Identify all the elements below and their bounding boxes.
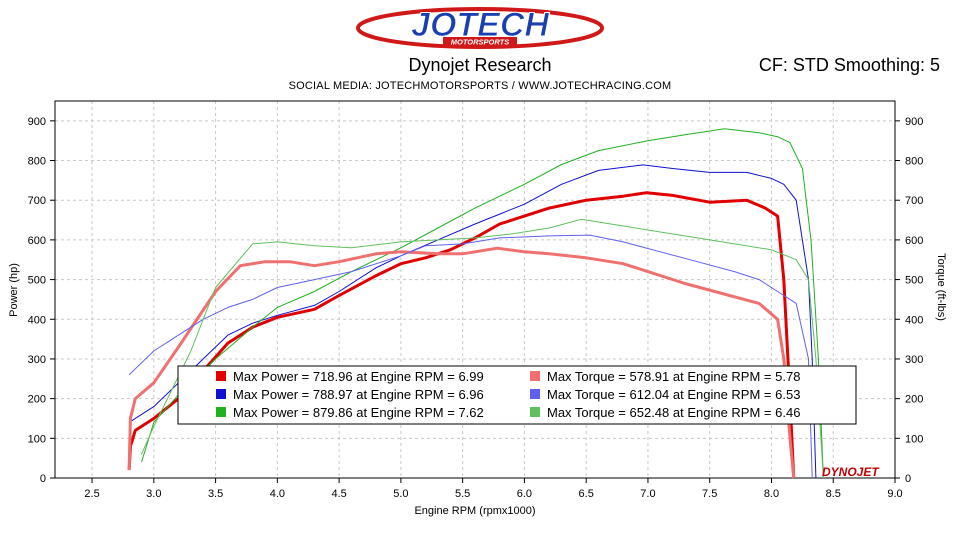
- series-line-torque-2: [128, 234, 813, 479]
- y-axis-left-ticks: 0 100 200 300 400 500 600 700 800 900: [28, 116, 55, 485]
- x-tick-label: 8.0: [764, 488, 779, 500]
- y-right-tick-label: 800: [905, 156, 923, 168]
- x-tick-label: 9.0: [887, 488, 902, 500]
- legend-entry: Max Power = 788.97 at Engine RPM = 6.96: [233, 387, 484, 402]
- y-right-tick-label: 600: [905, 235, 923, 247]
- y-axis-right-ticks: 0 100 200 300 400 500 600 700 800 900: [895, 116, 923, 485]
- y-left-tick-label: 600: [28, 235, 46, 247]
- y-left-tick-label: 400: [28, 314, 46, 326]
- x-tick-label: 2.5: [84, 488, 99, 500]
- dynojet-watermark: DYNOJET: [822, 465, 880, 479]
- social-media-line: SOCIAL MEDIA: JOTECHMOTORSPORTS / WWW.JO…: [288, 80, 672, 92]
- y-left-tick-label: 300: [28, 354, 46, 366]
- x-tick-label: 6.0: [517, 488, 532, 500]
- x-axis-label: Engine RPM (rpmx1000): [414, 505, 535, 517]
- x-tick-label: 4.0: [270, 488, 285, 500]
- x-tick-label: 7.5: [702, 488, 717, 500]
- legend-entry: Max Power = 879.86 at Engine RPM = 7.62: [233, 405, 484, 420]
- logo-subtext: MOTORSPORTS: [451, 38, 509, 47]
- legend-swatch: [216, 371, 226, 381]
- legend-swatch: [216, 407, 226, 417]
- y-axis-right-label: Torque (ft-lbs): [935, 253, 947, 321]
- legend-swatch: [530, 407, 540, 417]
- y-left-tick-label: 200: [28, 394, 46, 406]
- y-right-tick-label: 200: [905, 394, 923, 406]
- legend-entry: Max Torque = 578.91 at Engine RPM = 5.78: [547, 369, 800, 384]
- series-line-power-2: [128, 164, 817, 479]
- series-line-power-1: [127, 191, 796, 479]
- x-tick-label: 4.5: [331, 488, 346, 500]
- legend-box: [177, 365, 857, 425]
- series-line-power-3: [141, 128, 824, 479]
- legend-entry: Max Torque = 612.04 at Engine RPM = 6.53: [547, 387, 800, 402]
- legend: Max Power = 718.96 at Engine RPM = 6.99 M…: [177, 365, 857, 425]
- legend-entry: Max Torque = 652.48 at Engine RPM = 6.46: [547, 405, 800, 420]
- legend-entry: Max Power = 718.96 at Engine RPM = 6.99: [233, 369, 484, 384]
- y-right-tick-label: 400: [905, 314, 923, 326]
- x-tick-label: 3.0: [146, 488, 161, 500]
- y-left-tick-label: 0: [40, 473, 46, 485]
- y-right-tick-label: 900: [905, 116, 923, 128]
- correction-factor-label: CF: STD Smoothing: 5: [758, 55, 940, 75]
- x-tick-label: 6.5: [579, 488, 594, 500]
- legend-swatch: [216, 389, 226, 399]
- y-right-tick-label: 0: [905, 473, 911, 485]
- x-tick-label: 3.5: [208, 488, 223, 500]
- page-title: Dynojet Research: [408, 55, 552, 75]
- plot-area-border: [54, 100, 896, 479]
- y-left-tick-label: 100: [28, 433, 46, 445]
- series-line-torque-1: [127, 246, 796, 479]
- x-tick-label: 8.5: [826, 488, 841, 500]
- chart-series: [127, 128, 824, 479]
- x-tick-label: 5.5: [455, 488, 470, 500]
- y-right-tick-label: 100: [905, 433, 923, 445]
- y-left-tick-label: 800: [28, 156, 46, 168]
- y-left-tick-label: 500: [28, 275, 46, 287]
- series-line-torque-3: [141, 218, 824, 479]
- x-tick-label: 5.0: [393, 488, 408, 500]
- y-right-tick-label: 500: [905, 275, 923, 287]
- y-left-tick-label: 700: [28, 195, 46, 207]
- y-right-tick-label: 700: [905, 195, 923, 207]
- y-right-tick-label: 300: [905, 354, 923, 366]
- jotech-logo: JOTECH MOTORSPORTS: [356, 6, 604, 49]
- x-axis-ticks: 2.5 3.0 3.5 4.0 4.5 5.0 5.5 6.0 6.5 7.0 7.5 8.0 8.5 9…: [84, 478, 903, 500]
- legend-swatch: [530, 389, 540, 399]
- y-axis-left-label: Power (hp): [8, 263, 20, 317]
- x-tick-label: 7.0: [640, 488, 655, 500]
- y-left-tick-label: 900: [28, 116, 46, 128]
- legend-swatch: [530, 371, 540, 381]
